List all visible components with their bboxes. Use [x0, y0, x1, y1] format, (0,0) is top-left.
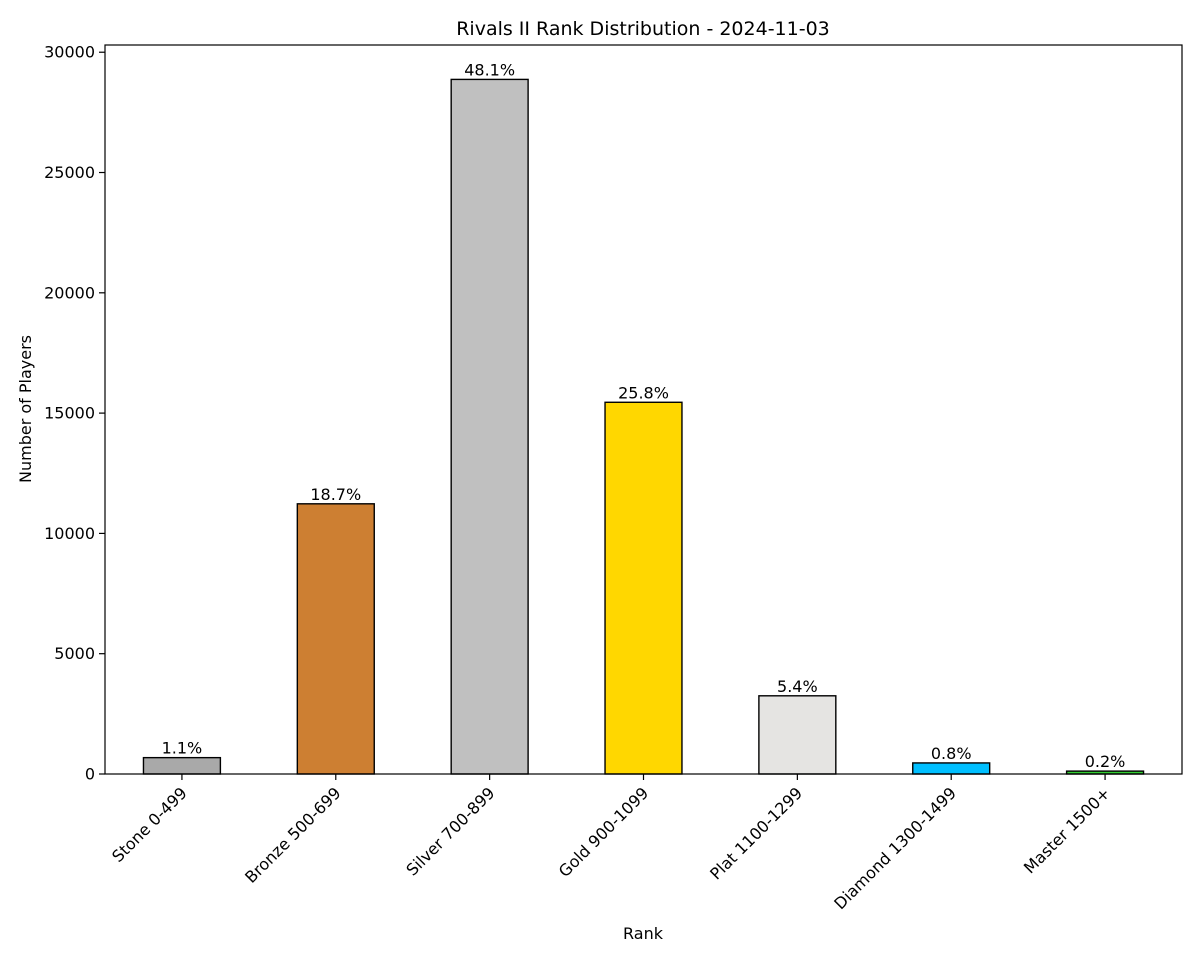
y-tick-label: 10000 — [44, 524, 95, 543]
bar — [450, 78, 529, 775]
y-tick-label: 5000 — [54, 644, 95, 663]
bar-value-label: 0.2% — [1085, 752, 1126, 771]
bar-value-label: 25.8% — [618, 383, 669, 402]
y-axis: 0 5000 10000 15000 20000 25000 30000 — [44, 43, 105, 784]
bar — [758, 695, 837, 775]
bar-value-label: 48.1% — [464, 60, 515, 79]
chart-title: Rivals II Rank Distribution - 2024-11-03 — [456, 18, 830, 40]
bar-value-label: 0.8% — [931, 744, 972, 763]
bar-value-label: 5.4% — [777, 677, 818, 696]
bar-value-label: 18.7% — [310, 485, 361, 504]
bar — [912, 762, 991, 775]
y-tick-label: 20000 — [44, 283, 95, 302]
data-labels-group: 1.1% 18.7% 48.1% 25.8% 5.4% 0.8% 0.2% — [162, 60, 1126, 771]
y-tick-label: 30000 — [44, 43, 95, 62]
bar — [296, 503, 375, 775]
y-axis-label: Number of Players — [16, 335, 35, 483]
bar-value-label: 1.1% — [162, 739, 203, 758]
x-axis-label: Rank — [623, 924, 664, 943]
y-tick-label: 0 — [85, 765, 95, 784]
y-tick-label: 25000 — [44, 163, 95, 182]
bar — [604, 401, 683, 775]
bar — [142, 756, 222, 775]
y-tick-label: 15000 — [44, 404, 95, 423]
plot-frame — [104, 44, 1183, 775]
bars-group — [142, 78, 1145, 775]
